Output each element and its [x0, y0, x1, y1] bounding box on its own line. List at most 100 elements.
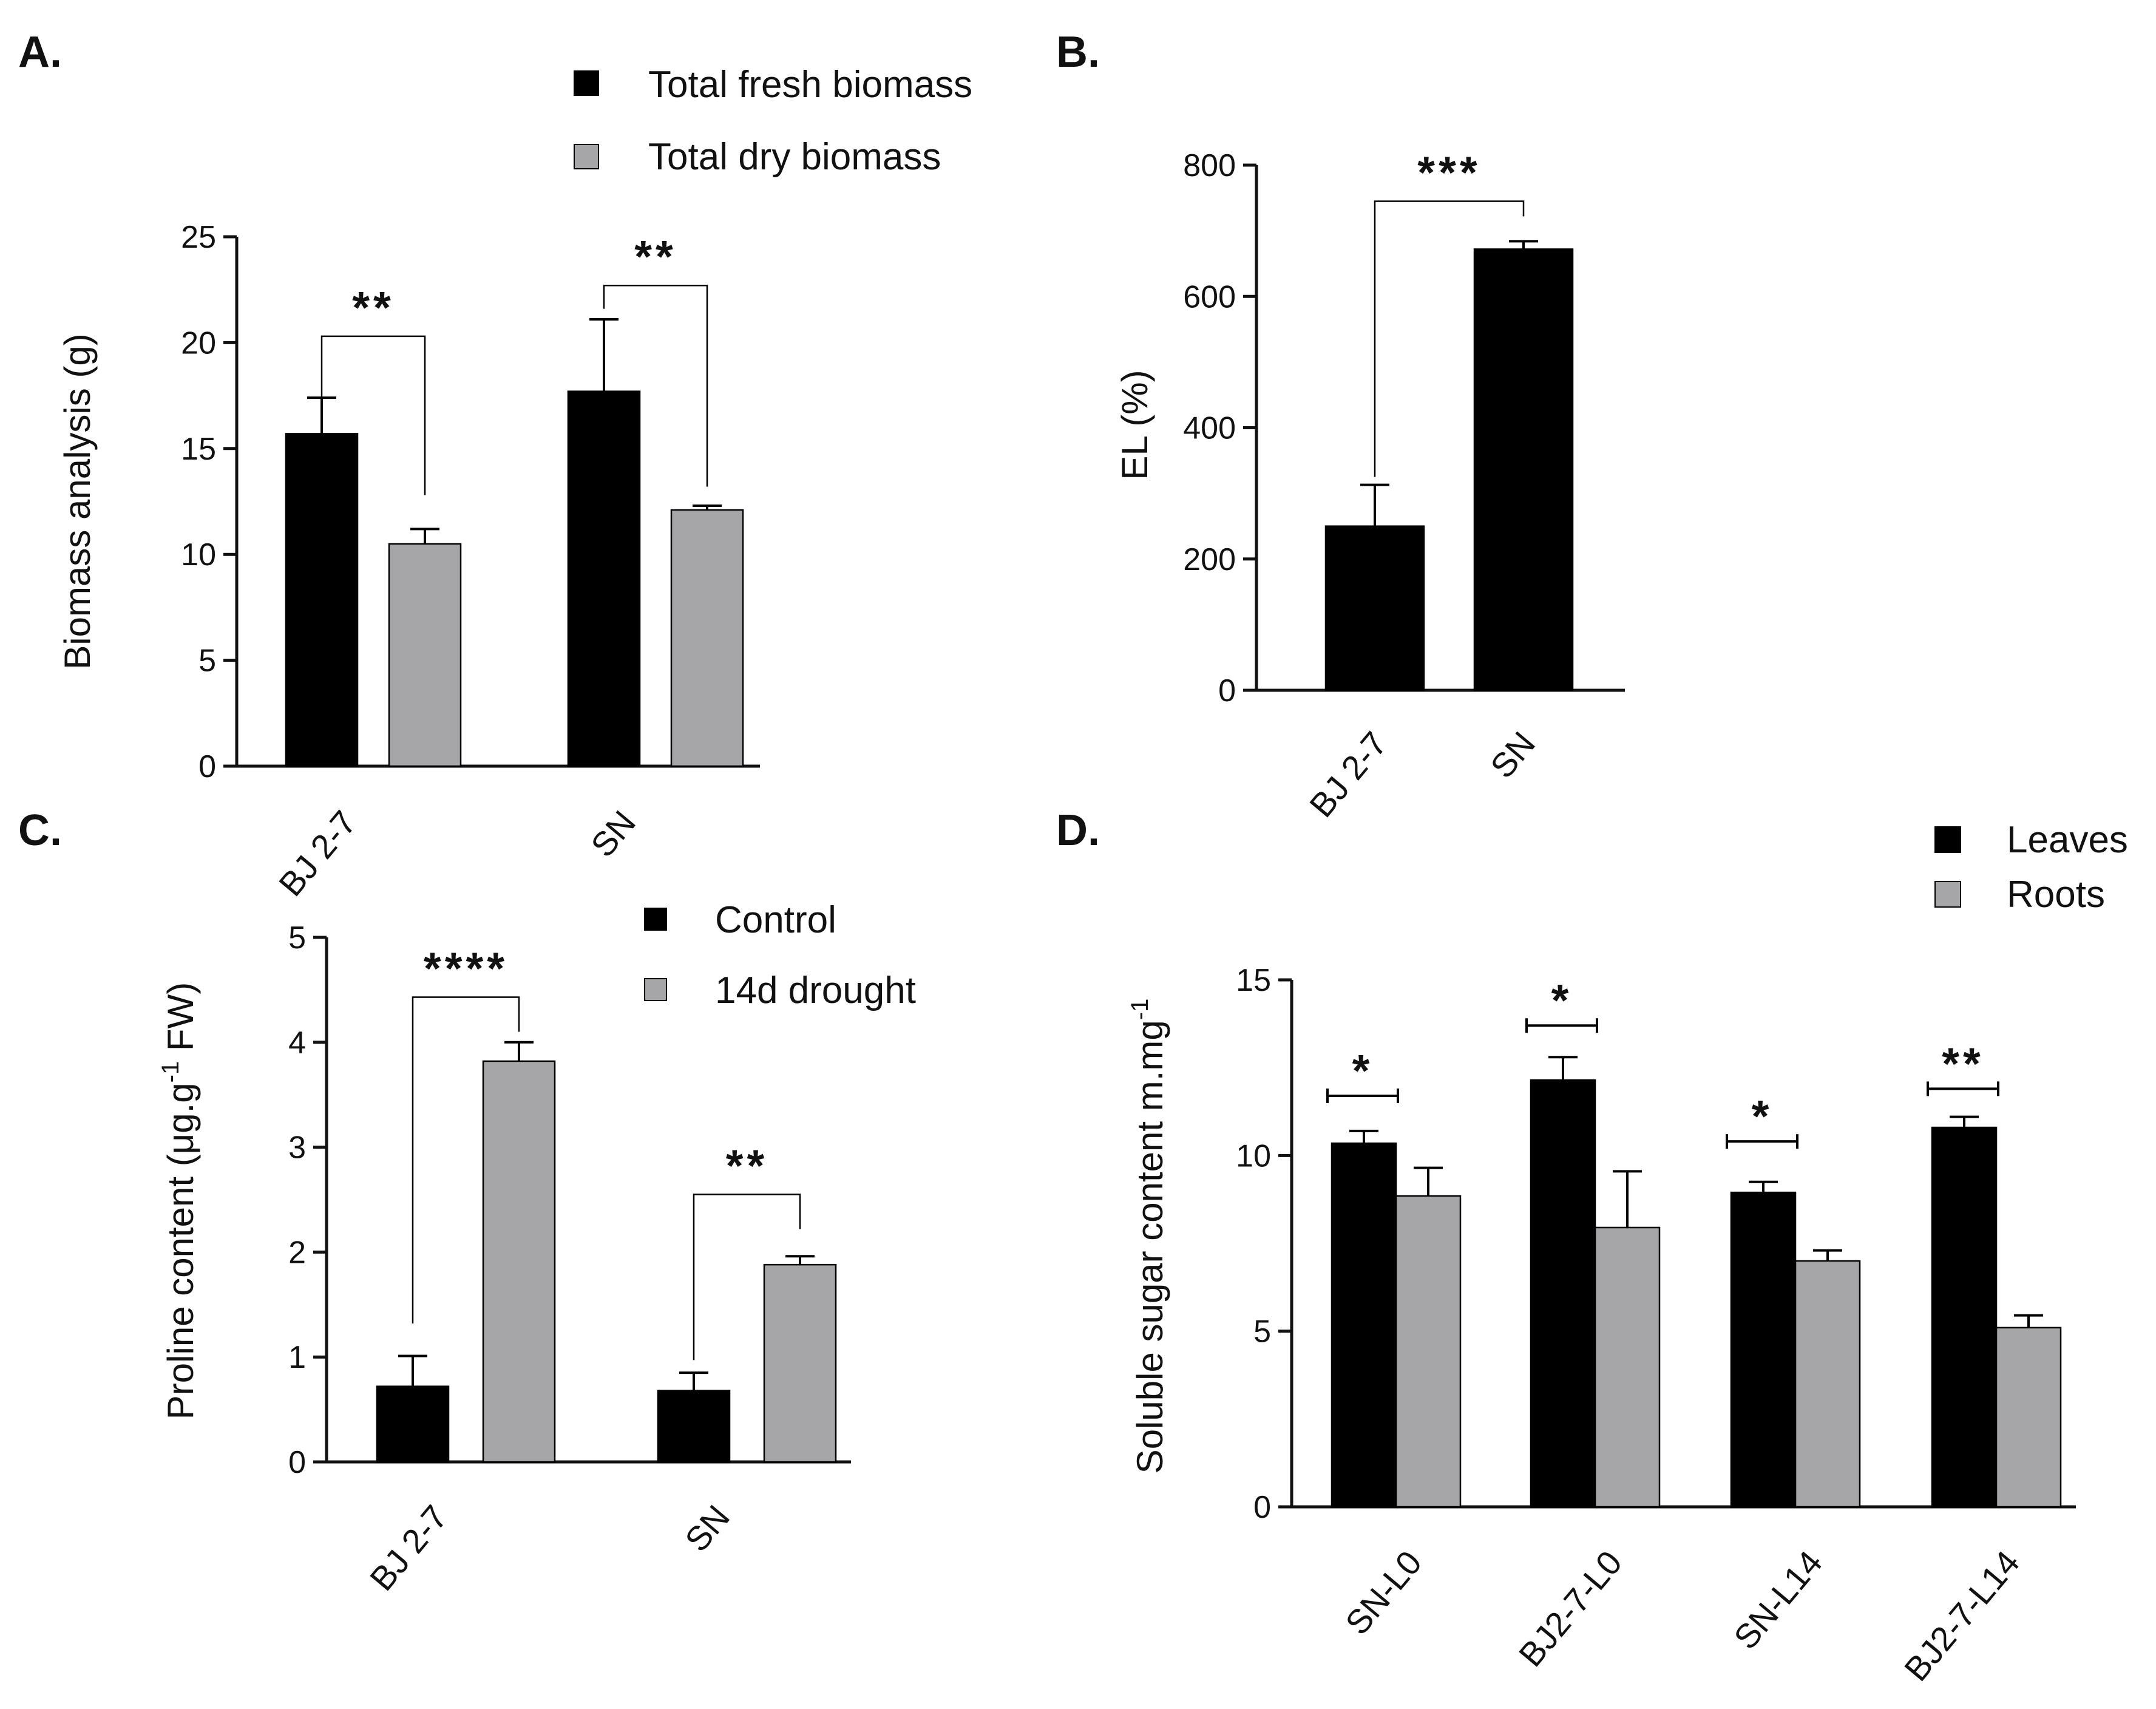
bar-total-dry-biomass-bj-2-7	[388, 543, 462, 767]
bar-total-dry-biomass-sn	[670, 509, 744, 767]
panel-d-category-sn-l0: SN-L0	[1338, 1543, 1429, 1642]
y-tick-label-5: 5	[288, 920, 306, 956]
panel-d-label: D.	[1056, 806, 1100, 855]
panel-a-label: A.	[18, 28, 62, 76]
bar-14d-drought-bj-2-7	[482, 1060, 556, 1463]
panel-c-legend: Control 14d drought	[644, 899, 916, 1011]
legend-label-fresh: Total fresh biomass	[648, 64, 972, 106]
y-tick-label-0: 0	[288, 1445, 306, 1480]
sig-bracket-1	[693, 1194, 801, 1361]
panel-d-category-bj27-l14: BJ2-7-L14	[1897, 1543, 2027, 1688]
panel-c-y-title-main: Proline content (μg.g	[160, 1082, 201, 1419]
panel-b-label: B.	[1056, 28, 1100, 76]
panel-d: D. Leaves Roots 0 5 10 15 Soluble sugar con…	[1056, 806, 2128, 1688]
panel-b-significance: ***	[1374, 147, 1525, 477]
panel-c-y-title-tail: FW)	[160, 982, 201, 1061]
legend-label-control: Control	[715, 899, 836, 941]
y-tick-label-15: 15	[181, 432, 216, 467]
y-tick-label-0: 0	[1218, 673, 1236, 708]
bar-14d-drought-sn	[763, 1263, 837, 1463]
panel-d-y-title-main: Soluble sugar content m.mg	[1130, 1020, 1170, 1473]
sig-stars-0: *	[1352, 1045, 1374, 1096]
legend-label-dry: Total dry biomass	[648, 136, 941, 178]
y-tick-label-20: 20	[181, 325, 216, 361]
legend-swatch-drought	[644, 978, 667, 1001]
sig-stars-1: **	[726, 1140, 768, 1191]
panel-b-y-axis-title: EL (%)	[1114, 370, 1155, 480]
panel-a-category-sn: SN	[583, 803, 643, 864]
panel-b-y-ticks: 0 200 400 600 800	[1183, 148, 1256, 708]
sig-stars-1: *	[1551, 975, 1573, 1025]
bar-total-fresh-biomass-bj-2-7	[285, 433, 359, 767]
bar-total-fresh-biomass-sn	[567, 390, 641, 767]
legend-swatch-control	[644, 908, 667, 931]
bar-roots-bj2-7-l0	[1594, 1226, 1661, 1508]
panel-c-category-bj27: BJ 2-7	[362, 1498, 455, 1597]
panel-a-y-axis-title: Biomass analysis (g)	[57, 333, 98, 670]
panel-c-category-sn: SN	[677, 1498, 737, 1558]
sig-stars-1: **	[634, 231, 677, 282]
sig-bracket-0	[320, 335, 426, 495]
y-tick-label-2: 2	[288, 1235, 306, 1270]
y-tick-label-600: 600	[1183, 279, 1236, 314]
panel-c-y-ticks: 0 1 2 3 4 5	[288, 920, 327, 1480]
y-tick-label-4: 4	[288, 1025, 306, 1061]
sig-stars-0: **	[352, 282, 395, 333]
panel-c: C. Control 14d drought 0 1 2 3 4 5 Proline co…	[18, 806, 916, 1598]
legend-swatch-leaves	[1934, 826, 1961, 853]
panel-c-y-axis-title: Proline content (μg.g-1 FW)	[157, 982, 201, 1419]
panel-d-y-title-sup: -1	[1127, 999, 1153, 1021]
y-tick-label-800: 800	[1183, 148, 1236, 183]
panel-d-legend: Leaves Roots	[1934, 819, 2128, 916]
panel-a: A. Total fresh biomass Total dry biomass…	[18, 28, 972, 903]
panel-d-bars	[1331, 1079, 2062, 1508]
y-tick-label-1: 1	[288, 1340, 306, 1375]
y-tick-label-0: 0	[1253, 1490, 1271, 1525]
panel-d-y-axis-title: Soluble sugar content m.mg-1	[1127, 999, 1170, 1474]
y-tick-label-3: 3	[288, 1130, 306, 1166]
bar-control-sn	[657, 1390, 731, 1463]
panel-d-y-ticks: 0 5 10 15	[1236, 963, 1292, 1525]
sig-stars-3: **	[1942, 1038, 1984, 1089]
y-tick-label-5: 5	[198, 644, 216, 679]
panel-a-category-bj27: BJ 2-7	[271, 803, 364, 903]
panel-a-y-ticks: 0 5 10 15 20 25	[181, 220, 237, 784]
bar-control-bj-2-7	[376, 1385, 450, 1463]
panel-a-bars	[285, 390, 744, 767]
bar-leaves-sn-l0	[1331, 1142, 1397, 1508]
panel-c-y-title-sup: -1	[157, 1061, 184, 1083]
legend-swatch-fresh	[574, 70, 599, 96]
legend-swatch-dry	[574, 144, 599, 169]
bar-leaves-bj2-7-l0	[1530, 1079, 1596, 1508]
panel-b: B. 0 200 400 600 800 EL (%) *** BJ 2-7 SN	[1056, 28, 1625, 824]
panel-a-significance: ** **	[320, 231, 708, 495]
legend-label-roots: Roots	[2007, 874, 2105, 916]
panel-c-error-bars	[398, 1041, 815, 1391]
bar-el-bj-2-7	[1324, 525, 1425, 691]
legend-label-leaves: Leaves	[2007, 819, 2128, 861]
panel-d-significance: *****	[1326, 975, 1999, 1149]
y-tick-label-5: 5	[1253, 1314, 1271, 1350]
bar-roots-sn-l0	[1395, 1195, 1462, 1508]
panel-d-category-sn-l14: SN-L14	[1726, 1543, 1829, 1656]
panel-b-category-sn: SN	[1483, 724, 1542, 785]
panel-a-legend: Total fresh biomass Total dry biomass	[574, 64, 972, 178]
sig-stars-0: ***	[1417, 147, 1480, 197]
panel-c-significance: ******	[412, 943, 801, 1361]
y-tick-label-10: 10	[181, 537, 216, 572]
bar-leaves-sn-l14	[1730, 1191, 1797, 1508]
sig-bracket-0	[412, 996, 520, 1323]
y-tick-label-10: 10	[1236, 1138, 1271, 1174]
panel-b-bars	[1324, 248, 1574, 691]
sig-bracket-1	[603, 284, 708, 487]
sig-stars-0: ****	[424, 943, 508, 993]
bar-leaves-bj2-7-l14	[1931, 1126, 1998, 1508]
y-tick-label-15: 15	[1236, 963, 1271, 998]
bar-el-sn	[1473, 248, 1574, 691]
panel-a-error-bars	[307, 318, 722, 544]
y-tick-label-25: 25	[181, 220, 216, 255]
panel-c-label: C.	[18, 806, 62, 855]
y-tick-label-400: 400	[1183, 411, 1236, 446]
panel-d-error-bars	[1349, 1056, 2043, 1328]
